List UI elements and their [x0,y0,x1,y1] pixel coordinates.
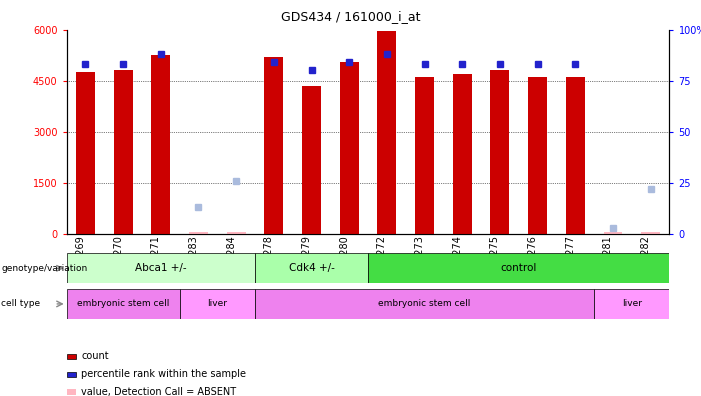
Bar [453,74,472,234]
Bar [114,70,132,234]
Text: GSM9273: GSM9273 [414,235,425,282]
Bar [641,232,660,234]
Bar [226,232,245,234]
Bar [604,232,622,234]
Text: GSM9272: GSM9272 [377,235,387,282]
Text: GSM9281: GSM9281 [603,235,613,282]
Text: GSM9276: GSM9276 [528,235,538,282]
Text: value, Detection Call = ABSENT: value, Detection Call = ABSENT [81,387,236,396]
Bar [340,62,359,234]
Text: GSM9275: GSM9275 [490,235,500,282]
Text: GSM9283: GSM9283 [189,235,198,282]
Text: GSM9282: GSM9282 [641,235,651,282]
Bar [566,77,585,234]
Bar [491,70,510,234]
Text: GSM9277: GSM9277 [565,235,576,282]
Bar [189,232,208,234]
Text: GSM9284: GSM9284 [226,235,236,282]
Text: embryonic stem cell: embryonic stem cell [379,299,471,308]
Text: GDS434 / 161000_i_at: GDS434 / 161000_i_at [280,10,421,23]
Text: count: count [81,351,109,362]
Text: GSM9271: GSM9271 [151,235,161,282]
Text: liver: liver [207,299,227,308]
Bar [67,289,179,319]
Bar [151,55,170,234]
Text: GSM9269: GSM9269 [76,235,86,282]
Text: Abca1 +/-: Abca1 +/- [135,263,186,273]
Bar [255,253,368,283]
Text: GSM9270: GSM9270 [113,235,123,282]
Text: cell type: cell type [1,299,41,308]
Text: genotype/variation: genotype/variation [1,264,88,273]
Bar [264,57,283,234]
Text: GSM9280: GSM9280 [339,235,349,282]
Bar [255,289,594,319]
Bar [594,289,669,319]
Bar [302,86,321,234]
Text: GSM9278: GSM9278 [264,235,274,282]
Bar [377,31,396,234]
Bar [415,77,434,234]
Bar [76,72,95,234]
Text: percentile rank within the sample: percentile rank within the sample [81,369,246,379]
Bar [67,253,255,283]
Text: GSM9279: GSM9279 [301,235,311,282]
Text: control: control [501,263,537,273]
Text: embryonic stem cell: embryonic stem cell [77,299,170,308]
Text: Cdk4 +/-: Cdk4 +/- [289,263,334,273]
Bar [368,253,669,283]
Text: GSM9274: GSM9274 [452,235,462,282]
Bar [528,77,547,234]
Text: liver: liver [622,299,642,308]
Bar [179,289,255,319]
